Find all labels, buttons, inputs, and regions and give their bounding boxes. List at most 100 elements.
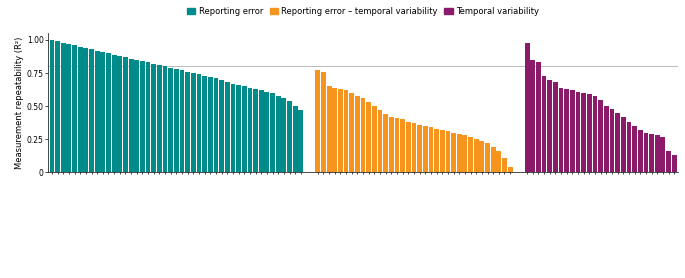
Bar [214,78,219,172]
Bar [61,43,66,172]
Bar [72,45,77,172]
Bar [282,98,286,172]
Bar [570,90,575,172]
Bar [208,77,213,172]
Legend: Reporting error, Reporting error – temporal variability, Temporal variability: Reporting error, Reporting error – tempo… [187,7,539,16]
Bar [101,52,105,172]
Bar [106,53,111,172]
Bar [542,76,547,172]
Bar [400,120,405,172]
Bar [377,110,382,172]
Bar [366,102,371,172]
Bar [179,70,184,172]
Bar [553,82,558,172]
Bar [462,135,467,172]
Bar [429,127,434,172]
Bar [468,136,473,172]
Bar [112,54,116,172]
Bar [185,72,190,172]
Bar [287,101,292,172]
Bar [610,109,614,172]
Bar [169,68,173,172]
Bar [151,64,156,172]
Bar [451,133,456,172]
Bar [490,147,495,172]
Bar [360,98,366,172]
Bar [655,135,660,172]
Bar [536,63,541,172]
Bar [593,96,597,172]
Bar [242,86,247,172]
Bar [321,72,326,172]
Bar [174,69,179,172]
Bar [49,40,54,172]
Bar [66,44,71,172]
Bar [474,139,479,172]
Bar [315,70,320,172]
Bar [299,110,303,172]
Bar [627,122,632,172]
Bar [621,117,625,172]
Bar [615,113,620,172]
Bar [355,96,360,172]
Bar [638,130,643,172]
Bar [457,134,462,172]
Bar [384,114,388,172]
Bar [564,89,569,172]
Bar [247,88,252,172]
Bar [95,51,99,172]
Bar [530,60,535,172]
Bar [134,60,139,172]
Bar [547,80,552,172]
Bar [497,151,501,172]
Bar [412,123,416,172]
Bar [406,122,411,172]
Bar [423,126,427,172]
Bar [372,106,377,172]
Bar [604,106,609,172]
Bar [123,57,128,172]
Bar [231,84,236,172]
Bar [575,92,580,172]
Bar [349,93,354,172]
Bar [344,90,349,172]
Bar [146,63,151,172]
Bar [445,131,450,172]
Bar [479,141,484,172]
Bar [89,49,94,172]
Bar [332,88,337,172]
Bar [389,117,394,172]
Bar [225,82,229,172]
Bar [140,61,145,172]
Bar [236,85,241,172]
Bar [395,118,399,172]
Bar [117,56,122,172]
Y-axis label: Measurement repeatability (R²): Measurement repeatability (R²) [15,37,24,169]
Bar [219,80,224,172]
Bar [649,134,654,172]
Bar [643,133,648,172]
Bar [582,93,586,172]
Bar [162,66,167,172]
Bar [632,126,637,172]
Bar [338,89,342,172]
Bar [525,43,530,172]
Bar [84,48,88,172]
Bar [660,136,665,172]
Bar [129,58,134,172]
Bar [327,86,332,172]
Bar [259,90,264,172]
Bar [270,93,275,172]
Bar [598,100,603,172]
Bar [276,96,281,172]
Bar [672,155,677,172]
Bar [666,151,671,172]
Bar [292,106,297,172]
Bar [197,75,201,172]
Bar [253,89,258,172]
Bar [559,88,564,172]
Bar [55,41,60,172]
Bar [587,94,592,172]
Bar [202,76,207,172]
Bar [502,158,507,172]
